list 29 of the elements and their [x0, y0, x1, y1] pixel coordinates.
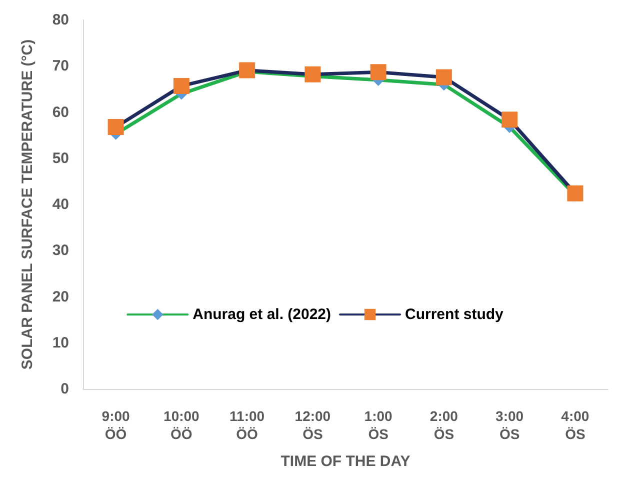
x-tick-label: 1:00 ÖS: [364, 408, 393, 442]
y-tick-label: 40: [52, 196, 69, 213]
y-tick-label: 10: [52, 334, 69, 352]
y-tick-label: 70: [52, 58, 69, 75]
point: [502, 112, 518, 128]
point: [304, 66, 321, 82]
point: [173, 78, 190, 94]
y-tick-label: 80: [52, 12, 69, 28]
x-tick-label: 2:00 ÖS: [430, 408, 458, 442]
x-axis-title: TIME OF THE DAY: [280, 453, 410, 470]
legend-label: Current study: [405, 306, 504, 323]
y-tick-label: 30: [52, 242, 69, 260]
point: [436, 69, 452, 86]
y-tick-label: 50: [52, 150, 69, 167]
point: [108, 119, 124, 136]
x-tick-label: 10:00 ÖÖ: [164, 408, 200, 442]
legend-label: Anurag et al. (2022): [192, 306, 332, 323]
y-tick-label: 20: [52, 288, 69, 306]
y-tick-label: 60: [52, 104, 69, 121]
point: [370, 64, 386, 80]
x-tick-label: 9:00 ÖÖ: [102, 408, 130, 442]
x-tick-label: 4:00 ÖS: [561, 408, 590, 442]
y-axis-title: SOLAR PANEL SURFACE TEMPERATURE (°C): [19, 39, 36, 370]
y-tick-label: 0: [60, 380, 69, 398]
x-tick-label: 12:00 ÖS: [294, 408, 331, 442]
point: [567, 185, 584, 202]
x-tick-label: 3:00 ÖS: [496, 408, 524, 442]
point: [239, 62, 256, 78]
x-tick-label: 11:00 ÖÖ: [230, 408, 265, 442]
